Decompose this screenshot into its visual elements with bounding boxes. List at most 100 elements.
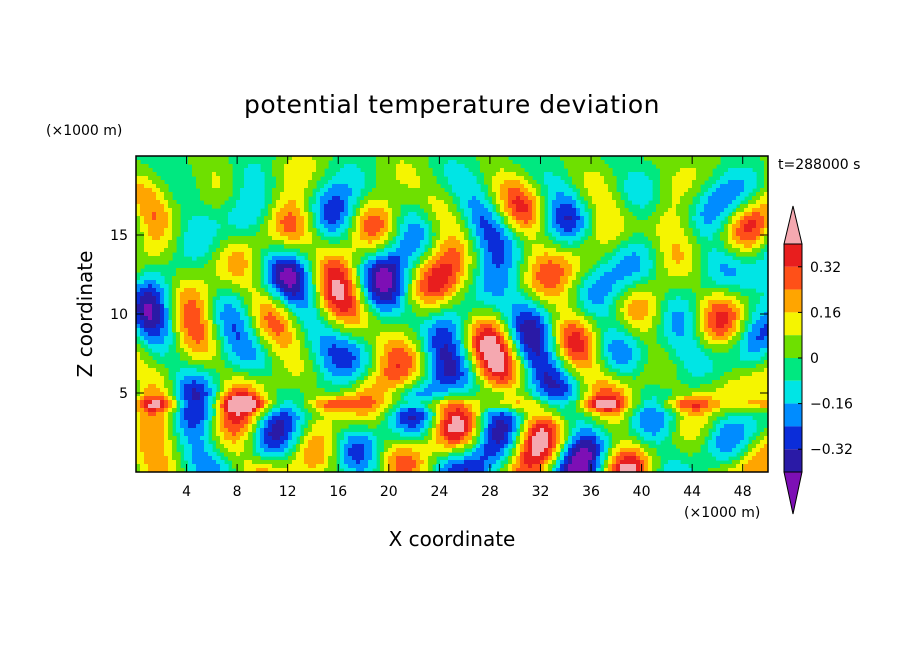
field-cell [736, 212, 741, 217]
field-cell [424, 236, 429, 241]
field-cell [160, 188, 165, 193]
field-cell [736, 280, 741, 285]
field-cell [556, 276, 561, 281]
field-cell [684, 284, 689, 289]
field-cell [648, 288, 653, 293]
field-cell [448, 168, 453, 173]
field-cell [512, 172, 517, 177]
field-cell [492, 248, 497, 253]
field-cell [636, 252, 641, 257]
field-cell [544, 180, 549, 185]
field-cell [460, 168, 465, 173]
field-cell [376, 220, 381, 225]
field-cell [188, 316, 193, 321]
field-cell [500, 280, 505, 285]
field-cell [248, 288, 253, 293]
field-cell [344, 224, 349, 229]
field-cell [492, 292, 497, 297]
field-cell [356, 276, 361, 281]
field-cell [336, 256, 341, 261]
field-cell [568, 268, 573, 273]
field-cell [356, 308, 361, 313]
field-cell [444, 300, 449, 305]
field-cell [480, 280, 485, 285]
field-cell [680, 220, 685, 225]
field-cell [496, 192, 501, 197]
field-cell [424, 288, 429, 293]
field-cell [708, 264, 713, 269]
field-cell [568, 292, 573, 297]
field-cell [440, 188, 445, 193]
field-cell [508, 260, 513, 265]
field-cell [144, 236, 149, 241]
field-cell [636, 192, 641, 197]
field-cell [420, 164, 425, 169]
field-cell [164, 260, 169, 265]
field-cell [572, 248, 577, 253]
field-cell [440, 196, 445, 201]
field-cell [304, 172, 309, 177]
field-cell [524, 276, 529, 281]
field-cell [676, 276, 681, 281]
field-cell [516, 296, 521, 301]
field-cell [228, 252, 233, 257]
field-cell [596, 204, 601, 209]
field-cell [200, 160, 205, 165]
field-cell [568, 280, 573, 285]
field-cell [304, 276, 309, 281]
field-cell [360, 280, 365, 285]
field-cell [212, 176, 217, 181]
field-cell [188, 228, 193, 233]
field-cell [608, 272, 613, 277]
field-cell [156, 236, 161, 241]
field-cell [712, 312, 717, 317]
field-cell [700, 300, 705, 305]
field-cell [392, 304, 397, 309]
field-cell [312, 244, 317, 249]
field-cell [352, 256, 357, 261]
field-cell [444, 272, 449, 277]
field-cell [672, 168, 677, 173]
field-cell [648, 192, 653, 197]
field-cell [280, 220, 285, 225]
field-cell [412, 164, 417, 169]
field-cell [304, 160, 309, 165]
field-cell [528, 268, 533, 273]
field-cell [524, 280, 529, 285]
field-cell [292, 180, 297, 185]
field-cell [228, 180, 233, 185]
field-cell [452, 248, 457, 253]
field-cell [320, 192, 325, 197]
field-cell [228, 188, 233, 193]
field-cell [160, 240, 165, 245]
field-cell [248, 180, 253, 185]
field-cell [460, 268, 465, 273]
field-cell [532, 236, 537, 241]
field-cell [564, 264, 569, 269]
field-cell [144, 244, 149, 249]
field-cell [668, 184, 673, 189]
field-cell [340, 280, 345, 285]
field-cell [624, 252, 629, 257]
field-cell [368, 268, 373, 273]
field-cell [396, 304, 401, 309]
field-cell [640, 224, 645, 229]
field-cell [676, 284, 681, 289]
field-cell [284, 180, 289, 185]
field-cell [608, 248, 613, 253]
field-cell [584, 284, 589, 289]
field-cell [304, 272, 309, 277]
field-cell [464, 196, 469, 201]
field-cell [580, 216, 585, 221]
field-cell [676, 176, 681, 181]
field-cell [484, 248, 489, 253]
field-cell [284, 208, 289, 213]
field-cell [240, 316, 245, 321]
field-cell [308, 192, 313, 197]
field-cell [204, 300, 209, 305]
field-cell [528, 204, 533, 209]
field-cell [760, 236, 765, 241]
field-cell [200, 180, 205, 185]
field-cell [256, 248, 261, 253]
field-cell [288, 264, 293, 269]
